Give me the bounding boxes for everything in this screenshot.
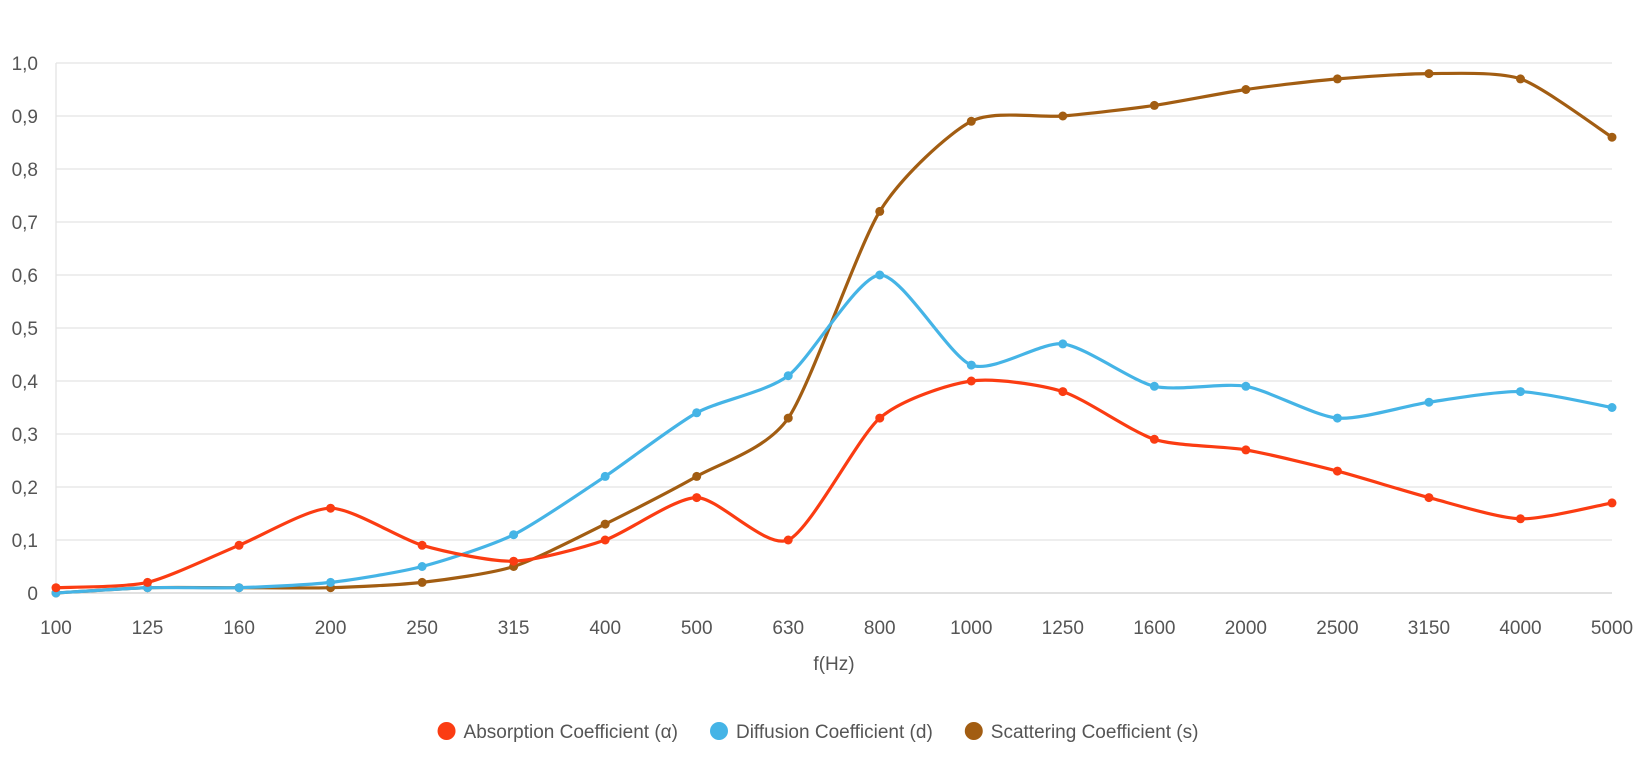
series-absorption[interactable]	[51, 376, 1617, 593]
data-point[interactable]	[1149, 381, 1159, 391]
legend-item-absorption[interactable]: Absorption Coefficient (α)	[437, 722, 678, 743]
data-point[interactable]	[509, 556, 519, 566]
data-point[interactable]	[417, 540, 427, 550]
data-point[interactable]	[692, 471, 702, 481]
x-tick-label: 125	[132, 618, 164, 639]
x-tick-label: 4000	[1499, 618, 1541, 639]
series	[51, 69, 1617, 598]
legend-label: Diffusion Coefficient (d)	[736, 722, 933, 743]
data-point[interactable]	[1149, 434, 1159, 444]
x-tick-label: 2000	[1225, 618, 1267, 639]
data-point[interactable]	[326, 577, 336, 587]
data-point[interactable]	[875, 413, 885, 423]
data-point[interactable]	[1241, 85, 1251, 94]
x-tick-label: 1000	[950, 618, 992, 639]
data-point[interactable]	[1149, 100, 1159, 110]
data-point[interactable]	[1241, 445, 1251, 455]
x-tick-label: 3150	[1408, 618, 1450, 639]
series-diffusion[interactable]	[51, 270, 1617, 598]
x-tick-label: 400	[589, 618, 621, 639]
data-point[interactable]	[509, 530, 519, 540]
data-point[interactable]	[1058, 339, 1068, 349]
data-point[interactable]	[1424, 397, 1434, 407]
data-point[interactable]	[692, 493, 702, 503]
data-point[interactable]	[600, 519, 610, 529]
y-tick-label: 0,6	[12, 266, 38, 287]
legend-marker	[709, 722, 728, 740]
y-tick-label: 0,5	[12, 319, 38, 340]
data-point[interactable]	[234, 540, 244, 550]
series-line	[54, 71, 1614, 595]
data-point[interactable]	[875, 206, 885, 216]
y-tick-label: 0,7	[12, 213, 38, 234]
data-point[interactable]	[1332, 413, 1342, 423]
y-tick-label: 0,2	[12, 478, 38, 499]
data-point[interactable]	[1607, 403, 1617, 412]
legend[interactable]: Absorption Coefficient (α) Diffusion Coef…	[437, 722, 1199, 743]
data-point[interactable]	[417, 562, 427, 571]
data-point[interactable]	[1607, 498, 1617, 508]
data-point[interactable]	[692, 408, 702, 418]
x-tick-label: 800	[864, 618, 896, 639]
x-tick-label: 500	[681, 618, 713, 639]
data-point[interactable]	[51, 583, 61, 593]
x-tick-label: 1600	[1133, 618, 1175, 639]
y-tick-label: 0,9	[12, 107, 38, 128]
data-point[interactable]	[600, 535, 610, 545]
data-point[interactable]	[1332, 74, 1342, 84]
data-point[interactable]	[234, 583, 244, 593]
data-point[interactable]	[966, 116, 976, 126]
y-tick-label: 0,1	[12, 531, 38, 552]
data-point[interactable]	[1332, 466, 1342, 476]
grid	[56, 62, 1612, 594]
x-tick-label: 200	[315, 618, 347, 639]
data-point[interactable]	[966, 360, 976, 370]
data-point[interactable]	[600, 471, 610, 481]
data-point[interactable]	[1058, 387, 1068, 397]
legend-item-scattering[interactable]: Scattering Coefficient (s)	[964, 722, 1199, 743]
data-point[interactable]	[1241, 381, 1251, 391]
y-tick-label: 0,4	[12, 372, 39, 393]
data-point[interactable]	[1515, 74, 1525, 84]
x-tick-label: 5000	[1591, 618, 1633, 639]
data-point[interactable]	[1515, 387, 1525, 397]
y-tick-label: 0	[27, 584, 38, 605]
x-axis-title: f(Hz)	[813, 654, 854, 675]
data-point[interactable]	[1515, 514, 1525, 524]
x-tick-label: 2500	[1316, 618, 1358, 639]
data-point[interactable]	[143, 577, 153, 587]
data-point[interactable]	[1607, 132, 1617, 142]
data-point[interactable]	[783, 535, 793, 545]
legend-marker	[964, 722, 983, 740]
data-point[interactable]	[875, 270, 885, 280]
axes: 0 0,1 0,2 0,3 0,4 0,5 0,6 0,7 0,8 0,9 1,0 100 125 160…	[12, 54, 1634, 639]
legend-label: Absorption Coefficient (α)	[464, 722, 678, 743]
y-tick-label: 0,3	[12, 425, 38, 446]
legend-label: Scattering Coefficient (s)	[991, 722, 1199, 743]
legend-item-diffusion[interactable]: Diffusion Coefficient (d)	[709, 722, 933, 743]
data-point[interactable]	[1424, 493, 1434, 503]
data-point[interactable]	[1058, 111, 1068, 121]
y-tick-label: 0,8	[12, 160, 38, 181]
y-tick-label: 1,0	[12, 54, 38, 75]
data-point[interactable]	[326, 503, 336, 513]
data-point[interactable]	[783, 413, 793, 423]
data-point[interactable]	[783, 371, 793, 381]
series-line	[54, 378, 1614, 590]
x-tick-label: 160	[223, 618, 255, 639]
x-tick-label: 100	[40, 618, 72, 639]
x-tick-label: 630	[772, 618, 804, 639]
x-tick-label: 1250	[1042, 618, 1084, 639]
legend-marker	[437, 722, 456, 740]
data-point[interactable]	[1424, 69, 1434, 79]
x-tick-label: 250	[406, 618, 438, 639]
data-point[interactable]	[417, 577, 427, 587]
series-scattering[interactable]	[51, 69, 1617, 598]
data-point[interactable]	[966, 376, 976, 386]
x-tick-label: 315	[498, 618, 530, 639]
